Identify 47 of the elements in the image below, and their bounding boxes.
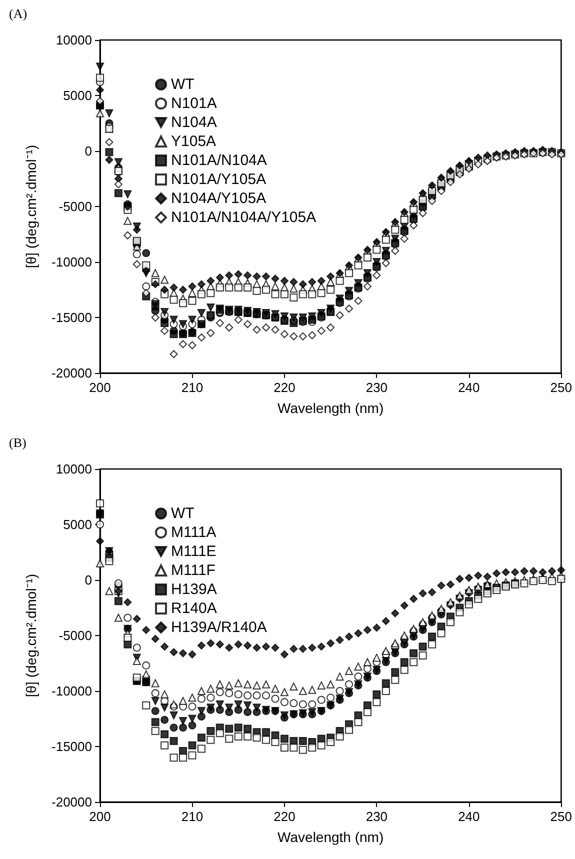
y-tick-label: -10000 — [52, 254, 92, 270]
x-axis-title: Wavelength (nm) — [278, 829, 384, 845]
y-tick-label: -15000 — [52, 310, 92, 325]
x-tick-label: 240 — [458, 809, 480, 824]
legend-label: Y105A — [171, 133, 216, 150]
x-axis-title: Wavelength (nm) — [278, 400, 384, 416]
y-tick-label: 10000 — [56, 32, 92, 48]
y-axis-title: [θ] (deg.cm².dmol⁻¹) — [23, 144, 39, 268]
legend-label: M111E — [171, 543, 216, 560]
y-tick-label: 0 — [84, 144, 92, 158]
x-tick-label: 210 — [181, 809, 204, 824]
x-tick-label: 250 — [550, 809, 572, 824]
y-tick-label: -5000 — [58, 199, 92, 214]
legend-label: H139A/R140A — [171, 619, 267, 636]
x-tick-label: 230 — [366, 809, 388, 824]
legend-label: WT — [171, 505, 194, 522]
x-tick-label: 210 — [181, 380, 204, 395]
y-tick-label: 0 — [84, 572, 92, 588]
legend-label: M111F — [171, 562, 216, 579]
legend-label: N101A/Y105A — [171, 171, 266, 188]
x-tick-label: 200 — [89, 380, 111, 395]
legend-label: N101A/N104A/Y105A — [171, 209, 316, 226]
x-tick-label: 250 — [550, 380, 572, 395]
x-tick-label: 230 — [366, 380, 388, 395]
legend-label: M111A — [171, 524, 216, 541]
x-tick-label: 220 — [274, 809, 296, 824]
legend-label: N104A/Y105A — [171, 190, 266, 207]
y-tick-label: -20000 — [52, 794, 92, 810]
y-tick-label: -5000 — [58, 628, 92, 643]
legend-label: N101A/N104A — [171, 152, 267, 169]
y-tick-label: 5000 — [63, 88, 92, 103]
y-tick-label: -15000 — [52, 739, 92, 754]
y-tick-label: -10000 — [52, 684, 92, 698]
legend-label: R140A — [171, 600, 217, 617]
legend-label: H139A — [171, 581, 217, 598]
x-tick-label: 240 — [458, 380, 480, 395]
y-tick-label: -20000 — [52, 366, 92, 380]
y-tick-label: 10000 — [56, 462, 92, 476]
chart-title: (B) — [9, 435, 26, 450]
legend-label: WT — [171, 76, 194, 93]
legend-label: N104A — [171, 114, 217, 131]
y-tick-label: 5000 — [63, 517, 92, 532]
x-tick-label: 200 — [89, 809, 111, 824]
x-tick-label: 220 — [274, 380, 296, 395]
chart-title: (A) — [9, 6, 28, 21]
y-axis-title: [θ] (deg.cm².dmol⁻¹) — [23, 574, 39, 698]
legend-label: N101A — [171, 95, 217, 112]
